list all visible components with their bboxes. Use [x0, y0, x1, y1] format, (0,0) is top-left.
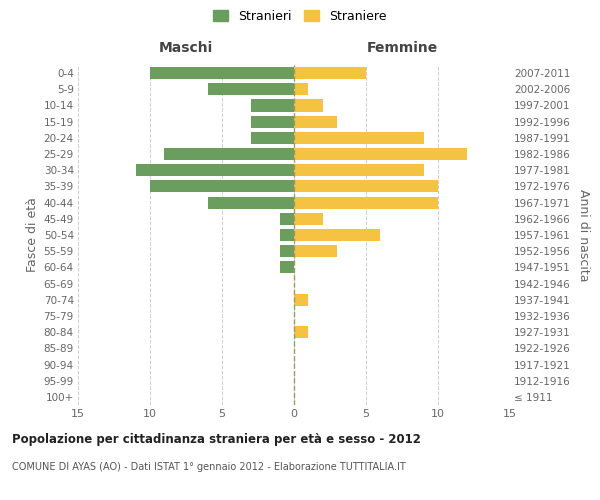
Bar [164, 148, 294, 160]
Bar [294, 180, 438, 192]
Bar [208, 196, 294, 208]
Bar [150, 67, 294, 79]
Bar [294, 67, 366, 79]
Bar [294, 326, 308, 338]
Bar [136, 164, 294, 176]
Bar [294, 229, 380, 241]
Bar [294, 100, 323, 112]
Bar [294, 116, 337, 128]
Bar [150, 180, 294, 192]
Bar [280, 245, 294, 258]
Bar [294, 83, 308, 96]
Y-axis label: Fasce di età: Fasce di età [26, 198, 40, 272]
Bar [251, 100, 294, 112]
Text: Maschi: Maschi [159, 41, 213, 55]
Bar [251, 132, 294, 144]
Text: Femmine: Femmine [367, 41, 437, 55]
Legend: Stranieri, Straniere: Stranieri, Straniere [208, 5, 392, 28]
Bar [294, 212, 323, 225]
Bar [208, 83, 294, 96]
Bar [294, 148, 467, 160]
Bar [294, 132, 424, 144]
Bar [280, 262, 294, 274]
Bar [294, 196, 438, 208]
Bar [251, 116, 294, 128]
Bar [294, 294, 308, 306]
Bar [280, 212, 294, 225]
Bar [280, 229, 294, 241]
Y-axis label: Anni di nascita: Anni di nascita [577, 188, 590, 281]
Text: COMUNE DI AYAS (AO) - Dati ISTAT 1° gennaio 2012 - Elaborazione TUTTITALIA.IT: COMUNE DI AYAS (AO) - Dati ISTAT 1° genn… [12, 462, 406, 472]
Bar [294, 164, 424, 176]
Text: Popolazione per cittadinanza straniera per età e sesso - 2012: Popolazione per cittadinanza straniera p… [12, 432, 421, 446]
Bar [294, 245, 337, 258]
